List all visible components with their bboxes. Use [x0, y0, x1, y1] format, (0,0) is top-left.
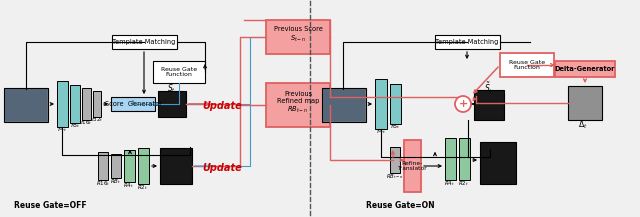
- Bar: [111, 154, 121, 178]
- Text: Reuse Gate=ON: Reuse Gate=ON: [365, 202, 435, 210]
- Bar: [459, 138, 470, 180]
- Bar: [82, 88, 91, 120]
- Text: Reuse Gate
Function: Reuse Gate Function: [161, 67, 197, 77]
- Text: $\tilde{S}_t$: $\tilde{S}_t$: [484, 81, 493, 95]
- Bar: [474, 90, 504, 120]
- Text: Reuse Gate
Function: Reuse Gate Function: [509, 60, 545, 70]
- Text: $RB_t$: $RB_t$: [110, 178, 122, 186]
- Text: Refine-
Translator: Refine- Translator: [397, 161, 427, 171]
- Bar: [112, 35, 177, 49]
- Text: Update: Update: [202, 163, 242, 173]
- Text: Score  Generator: Score Generator: [104, 101, 161, 107]
- Circle shape: [455, 96, 471, 112]
- Bar: [5, 89, 47, 121]
- Bar: [568, 86, 602, 120]
- Bar: [93, 91, 101, 117]
- Bar: [98, 152, 108, 180]
- Bar: [404, 140, 421, 192]
- Text: $f8_t$: $f8_t$: [70, 122, 80, 130]
- Text: Template Matching: Template Matching: [112, 39, 176, 45]
- Text: $R16_t$: $R16_t$: [96, 179, 110, 188]
- Bar: [266, 83, 330, 127]
- Bar: [153, 61, 205, 83]
- Text: $f32_t$: $f32_t$: [91, 115, 103, 125]
- Bar: [323, 89, 365, 121]
- Text: $R4_t$: $R4_t$: [124, 182, 134, 191]
- Text: $R2_t$: $R2_t$: [138, 184, 148, 192]
- Bar: [375, 79, 387, 129]
- Text: $f4_t$: $f4_t$: [57, 126, 67, 135]
- Text: $f4_t$: $f4_t$: [376, 128, 386, 136]
- Text: $R4_t$: $R4_t$: [445, 179, 456, 188]
- Text: Template Matching: Template Matching: [435, 39, 499, 45]
- Text: $R2_t$: $R2_t$: [458, 179, 470, 188]
- Text: Update: Update: [202, 101, 242, 111]
- Bar: [390, 147, 400, 173]
- Bar: [266, 20, 330, 54]
- Text: $f16_t$: $f16_t$: [80, 118, 92, 127]
- Bar: [138, 148, 149, 184]
- Bar: [111, 97, 155, 111]
- Bar: [160, 148, 192, 184]
- Bar: [555, 61, 615, 77]
- Text: +: +: [458, 99, 468, 109]
- Bar: [435, 35, 500, 49]
- Bar: [57, 81, 68, 127]
- Bar: [70, 85, 80, 123]
- Text: $S_t$: $S_t$: [168, 83, 177, 95]
- Text: Previous
Refined map
$RB_{t-n}$: Previous Refined map $RB_{t-n}$: [277, 91, 319, 115]
- Bar: [124, 150, 135, 182]
- Bar: [322, 88, 366, 122]
- Bar: [390, 84, 401, 124]
- Bar: [4, 88, 48, 122]
- Bar: [480, 142, 516, 184]
- Text: Previous Score
$S_{t-n}$: Previous Score $S_{t-n}$: [273, 26, 323, 44]
- Bar: [158, 91, 186, 117]
- Text: $RB_{t-n}$: $RB_{t-n}$: [387, 173, 404, 181]
- Bar: [445, 138, 456, 180]
- Bar: [500, 53, 554, 77]
- Text: Reuse Gate=OFF: Reuse Gate=OFF: [13, 202, 86, 210]
- Text: $\Delta_t$: $\Delta_t$: [578, 119, 588, 131]
- Text: Delta-Generator: Delta-Generator: [555, 66, 615, 72]
- Text: $f8_t$: $f8_t$: [390, 123, 400, 132]
